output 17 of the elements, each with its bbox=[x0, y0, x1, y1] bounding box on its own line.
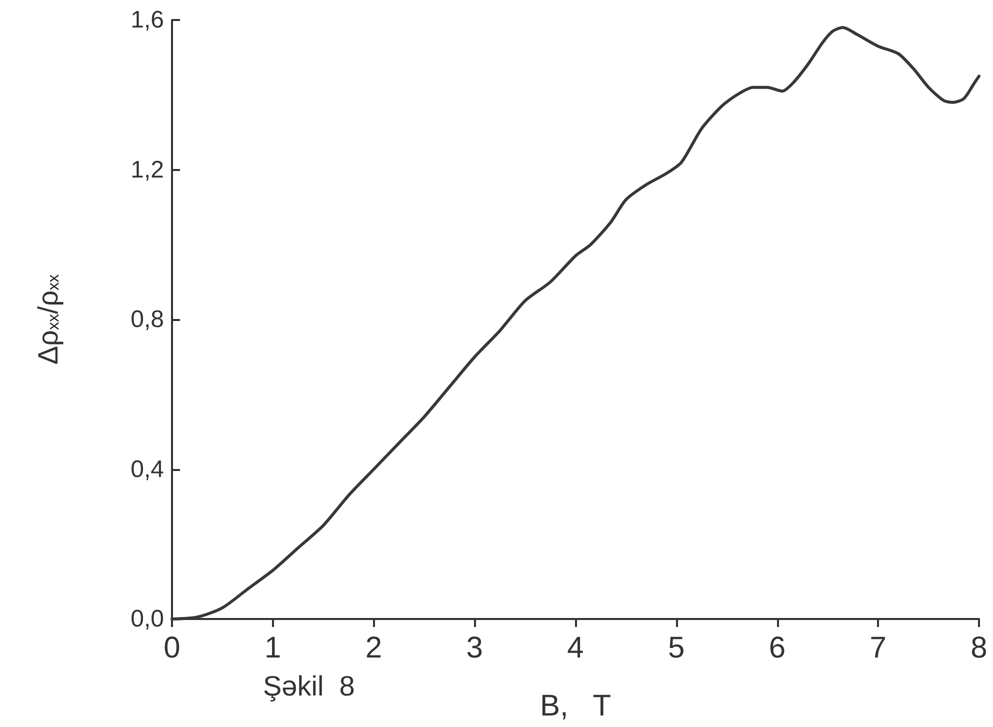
x-tick-label: 4 bbox=[567, 632, 584, 664]
x-tick-label: 8 bbox=[970, 632, 988, 664]
text: Şəkil 8 bbox=[263, 670, 355, 702]
y-tick-label: 0,0 bbox=[130, 606, 164, 632]
y-tick-label: 1,2 bbox=[130, 156, 164, 184]
x-tick-label: 6 bbox=[768, 632, 786, 664]
x-tick-label: 3 bbox=[466, 632, 483, 664]
x-tick-label: 0 bbox=[164, 632, 180, 664]
y-tick-label: 0,4 bbox=[130, 456, 164, 483]
y-tick-label: 0,8 bbox=[130, 306, 164, 333]
y-tick-label: 1,6 bbox=[130, 6, 164, 34]
x-tick-label: 2 bbox=[365, 632, 382, 664]
y-axis-title: Δρxx/ρxx bbox=[32, 274, 64, 365]
x-axis-title: B, T bbox=[540, 690, 612, 722]
x-tick-label: 1 bbox=[264, 632, 282, 664]
x-tick-label: 7 bbox=[870, 632, 886, 664]
x-tick-label: 5 bbox=[668, 632, 685, 664]
